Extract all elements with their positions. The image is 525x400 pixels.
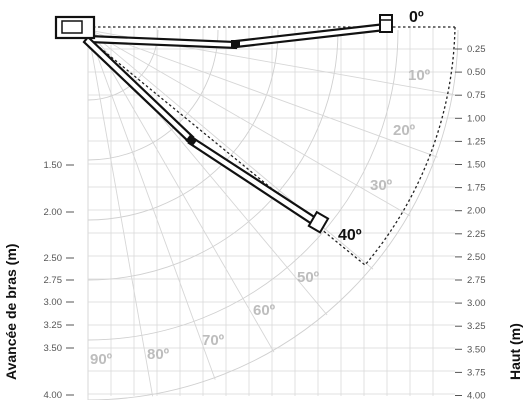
reach-arc <box>87 29 219 161</box>
angle-label-40: 40º <box>338 227 362 244</box>
boom-40-lower-arm <box>82 35 195 144</box>
left-axis-tick-label: 2.75 <box>44 275 63 286</box>
right-axis-tick-label: 2.25 <box>467 229 486 240</box>
right-axis-tick-label: 0.75 <box>467 90 486 101</box>
base-cab <box>61 20 83 34</box>
right-axis-tick-label: 3.00 <box>467 298 486 309</box>
angle-arcs <box>87 29 459 400</box>
right-axis-tick-label: 2.00 <box>467 206 486 217</box>
angle-ray <box>87 29 411 217</box>
left-axis-tick-label: 4.00 <box>44 390 63 400</box>
boom-40-upper-arm <box>187 136 324 230</box>
right-axis-title: Haut (m) <box>507 323 523 380</box>
left-axis-tick-label: 3.50 <box>44 343 63 354</box>
boom-0-basket <box>379 14 393 33</box>
angle-label-10: 10º <box>408 67 431 84</box>
boom-0-joint <box>231 40 240 47</box>
angle-label-70: 70º <box>202 332 225 349</box>
left-axis-tick-label: 1.50 <box>44 160 63 171</box>
angle-ray <box>87 29 216 380</box>
angle-label-20: 20º <box>393 122 416 139</box>
right-axis-tick-label: 3.25 <box>467 321 486 332</box>
right-axis-tick-label: 1.75 <box>467 183 486 194</box>
machine-base <box>54 15 96 40</box>
working-envelope <box>87 26 456 266</box>
grid <box>87 27 455 396</box>
right-axis-tick-label: 1.25 <box>467 136 486 147</box>
angle-label-90: 90º <box>90 351 113 368</box>
angle-label-80: 80º <box>147 346 170 363</box>
left-axis-tick-label: 3.00 <box>44 297 63 308</box>
right-axis-tick-label: 1.50 <box>467 160 486 171</box>
angle-label-50: 50º <box>297 269 320 286</box>
right-axis-tick-label: 4.00 <box>467 391 486 400</box>
right-axis-tick-label: 3.75 <box>467 367 486 378</box>
angle-label-60: 60º <box>253 302 276 319</box>
angle-ray <box>87 29 438 158</box>
boom-40-joint <box>185 134 198 147</box>
left-axis-tick-label: 2.50 <box>44 253 63 264</box>
angle-ray <box>87 29 374 270</box>
right-axis: 0.25 0.50 0.75 1.00 1.25 1.50 1.75 2.00 2.25 2.50… <box>455 44 486 400</box>
right-axis-tick-label: 3.50 <box>467 344 486 355</box>
boom-0-lower-arm <box>86 34 238 50</box>
angle-ray <box>87 29 154 397</box>
right-axis-tick-label: 0.50 <box>467 67 486 78</box>
left-axis: 1.50 2.00 2.50 2.75 3.00 3.25 3.50 4.00 <box>44 160 74 400</box>
left-axis-title: Avancée de bras (m) <box>3 244 19 380</box>
right-axis-tick-label: 2.50 <box>467 252 486 263</box>
angle-label-30: 30º <box>370 177 393 194</box>
right-axis-tick-label: 1.00 <box>467 113 486 124</box>
right-axis-tick-label: 2.75 <box>467 275 486 286</box>
envelope-arc <box>364 26 456 266</box>
boom-40-basket <box>307 210 330 234</box>
boom-0-degrees <box>86 14 393 50</box>
reach-arc <box>87 29 459 400</box>
left-axis-tick-label: 3.25 <box>44 320 63 331</box>
angle-ray <box>87 29 275 353</box>
reach-arc <box>87 29 339 281</box>
angle-label-0: 0º <box>409 9 424 26</box>
right-axis-tick-label: 0.25 <box>467 44 486 55</box>
reach-arc <box>87 29 399 341</box>
left-axis-tick-label: 2.00 <box>44 207 63 218</box>
boom-40-degrees <box>82 35 330 234</box>
